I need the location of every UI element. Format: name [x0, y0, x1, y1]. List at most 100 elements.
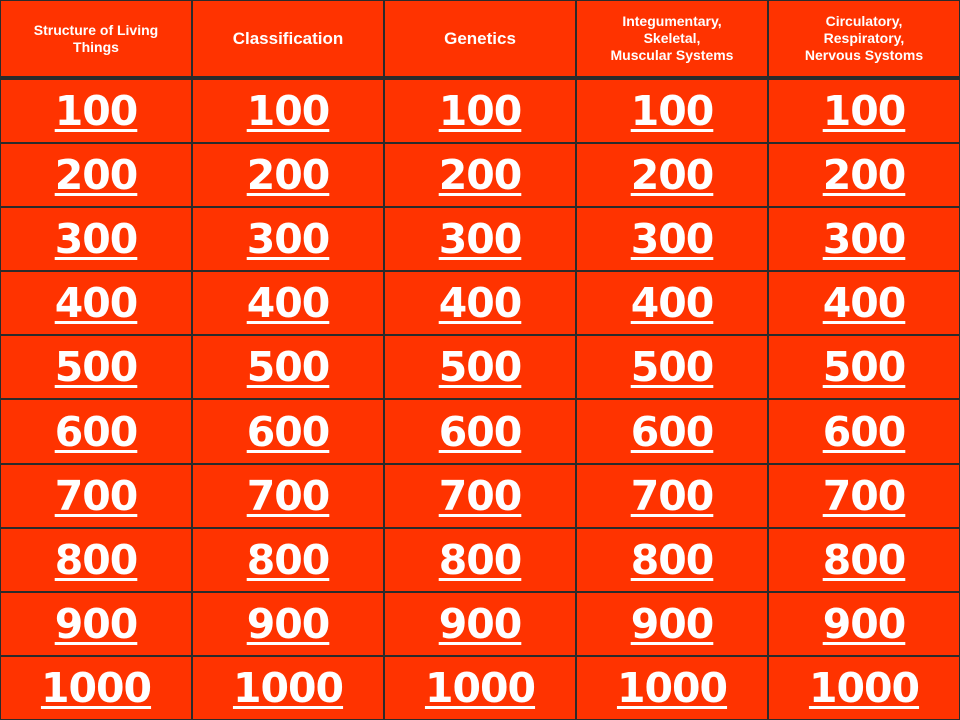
value-cell-c1-200[interactable]: 200 [0, 143, 192, 208]
value-cell-c2-100[interactable]: 100 [192, 79, 384, 144]
value-link[interactable]: 800 [630, 535, 715, 584]
value-link[interactable]: 600 [630, 407, 715, 456]
value-cell-c3-100[interactable]: 100 [384, 79, 576, 144]
value-link[interactable]: 700 [822, 471, 907, 520]
value-cell-c2-300[interactable]: 300 [192, 207, 384, 272]
value-cell-c1-800[interactable]: 800 [0, 527, 192, 592]
value-cell-c3-300[interactable]: 300 [384, 207, 576, 272]
value-link[interactable]: 500 [630, 343, 715, 392]
value-link[interactable]: 700 [246, 471, 331, 520]
value-cell-c5-100[interactable]: 100 [768, 79, 960, 144]
value-link[interactable]: 500 [438, 343, 523, 392]
value-cell-c4-900[interactable]: 900 [576, 591, 768, 656]
value-link[interactable]: 200 [54, 151, 139, 200]
value-cell-c4-300[interactable]: 300 [576, 207, 768, 272]
value-cell-c5-400[interactable]: 400 [768, 271, 960, 336]
value-link[interactable]: 300 [630, 215, 715, 264]
value-link[interactable]: 900 [54, 599, 139, 648]
value-cell-c3-200[interactable]: 200 [384, 143, 576, 208]
value-cell-c2-900[interactable]: 900 [192, 591, 384, 656]
value-cell-c3-700[interactable]: 700 [384, 463, 576, 528]
value-link[interactable]: 100 [822, 87, 907, 136]
value-cell-c2-600[interactable]: 600 [192, 399, 384, 464]
value-link[interactable]: 300 [246, 215, 331, 264]
value-link[interactable]: 800 [246, 535, 331, 584]
value-link[interactable]: 400 [438, 279, 523, 328]
value-cell-c5-200[interactable]: 200 [768, 143, 960, 208]
value-cell-c3-600[interactable]: 600 [384, 399, 576, 464]
value-link[interactable]: 500 [54, 343, 139, 392]
value-link[interactable]: 400 [822, 279, 907, 328]
value-link[interactable]: 1000 [232, 663, 344, 712]
value-cell-c5-1000[interactable]: 1000 [768, 655, 960, 720]
value-link[interactable]: 700 [438, 471, 523, 520]
value-cell-c4-1000[interactable]: 1000 [576, 655, 768, 720]
value-link[interactable]: 400 [54, 279, 139, 328]
value-link[interactable]: 600 [246, 407, 331, 456]
value-cell-c4-600[interactable]: 600 [576, 399, 768, 464]
value-link[interactable]: 100 [246, 87, 331, 136]
value-cell-c3-400[interactable]: 400 [384, 271, 576, 336]
value-cell-c1-900[interactable]: 900 [0, 591, 192, 656]
value-cell-c1-500[interactable]: 500 [0, 335, 192, 400]
value-cell-c3-900[interactable]: 900 [384, 591, 576, 656]
value-cell-c5-900[interactable]: 900 [768, 591, 960, 656]
value-cell-c5-600[interactable]: 600 [768, 399, 960, 464]
value-link[interactable]: 800 [54, 535, 139, 584]
value-cell-c1-700[interactable]: 700 [0, 463, 192, 528]
value-link[interactable]: 200 [822, 151, 907, 200]
value-link[interactable]: 100 [630, 87, 715, 136]
value-link[interactable]: 300 [822, 215, 907, 264]
value-link[interactable]: 1000 [424, 663, 536, 712]
value-cell-c1-100[interactable]: 100 [0, 79, 192, 144]
value-cell-c1-1000[interactable]: 1000 [0, 655, 192, 720]
value-link[interactable]: 1000 [616, 663, 728, 712]
value-link[interactable]: 900 [822, 599, 907, 648]
value-cell-c5-300[interactable]: 300 [768, 207, 960, 272]
value-cell-c3-1000[interactable]: 1000 [384, 655, 576, 720]
value-link[interactable]: 200 [246, 151, 331, 200]
value-link[interactable]: 300 [438, 215, 523, 264]
value-cell-c4-100[interactable]: 100 [576, 79, 768, 144]
value-cell-c4-200[interactable]: 200 [576, 143, 768, 208]
value-link[interactable]: 300 [54, 215, 139, 264]
value-cell-c1-600[interactable]: 600 [0, 399, 192, 464]
value-cell-c1-400[interactable]: 400 [0, 271, 192, 336]
value-cell-c5-800[interactable]: 800 [768, 527, 960, 592]
value-cell-c4-500[interactable]: 500 [576, 335, 768, 400]
value-link[interactable]: 400 [246, 279, 331, 328]
value-cell-c2-800[interactable]: 800 [192, 527, 384, 592]
value-link[interactable]: 100 [438, 87, 523, 136]
value-link[interactable]: 200 [630, 151, 715, 200]
value-link[interactable]: 1000 [40, 663, 152, 712]
value-link[interactable]: 700 [54, 471, 139, 520]
value-cell-c5-500[interactable]: 500 [768, 335, 960, 400]
value-cell-c2-400[interactable]: 400 [192, 271, 384, 336]
value-cell-c2-500[interactable]: 500 [192, 335, 384, 400]
value-cell-c2-700[interactable]: 700 [192, 463, 384, 528]
value-link[interactable]: 900 [246, 599, 331, 648]
value-cell-c5-700[interactable]: 700 [768, 463, 960, 528]
value-cell-c4-400[interactable]: 400 [576, 271, 768, 336]
value-cell-c3-800[interactable]: 800 [384, 527, 576, 592]
value-link[interactable]: 600 [822, 407, 907, 456]
value-cell-c3-500[interactable]: 500 [384, 335, 576, 400]
value-link[interactable]: 600 [54, 407, 139, 456]
value-link[interactable]: 800 [822, 535, 907, 584]
value-link[interactable]: 1000 [808, 663, 920, 712]
value-cell-c1-300[interactable]: 300 [0, 207, 192, 272]
value-link[interactable]: 400 [630, 279, 715, 328]
value-link[interactable]: 200 [438, 151, 523, 200]
value-cell-c2-200[interactable]: 200 [192, 143, 384, 208]
value-link[interactable]: 500 [246, 343, 331, 392]
value-cell-c4-800[interactable]: 800 [576, 527, 768, 592]
value-cell-c2-1000[interactable]: 1000 [192, 655, 384, 720]
value-cell-c4-700[interactable]: 700 [576, 463, 768, 528]
value-link[interactable]: 100 [54, 87, 139, 136]
value-link[interactable]: 900 [630, 599, 715, 648]
value-link[interactable]: 900 [438, 599, 523, 648]
value-link[interactable]: 800 [438, 535, 523, 584]
value-link[interactable]: 600 [438, 407, 523, 456]
value-link[interactable]: 500 [822, 343, 907, 392]
value-link[interactable]: 700 [630, 471, 715, 520]
